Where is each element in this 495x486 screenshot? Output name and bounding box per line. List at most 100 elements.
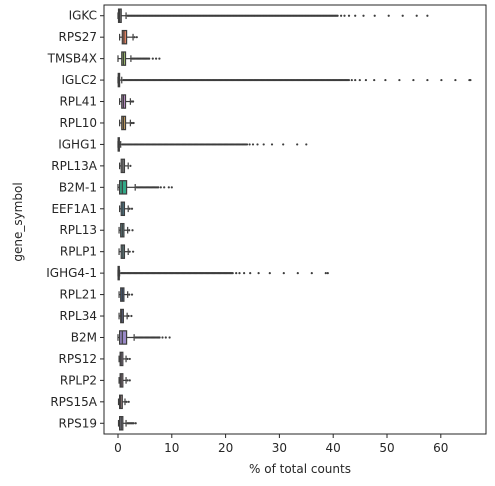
box-group bbox=[119, 201, 134, 217]
box-group bbox=[118, 287, 134, 302]
outlier-point bbox=[347, 14, 351, 17]
box-group bbox=[117, 51, 161, 66]
y-tick-label: RPL10 bbox=[59, 116, 97, 130]
outlier-point bbox=[249, 272, 252, 275]
outlier-points bbox=[133, 36, 138, 39]
outlier-point bbox=[296, 272, 299, 275]
outlier-point bbox=[126, 379, 129, 382]
outlier-point bbox=[151, 57, 154, 60]
outlier-point bbox=[426, 78, 429, 82]
outlier-points bbox=[134, 336, 171, 339]
box-group bbox=[118, 222, 134, 238]
outlier-point bbox=[128, 379, 131, 382]
outlier-point bbox=[148, 57, 151, 60]
outlier-point bbox=[373, 14, 376, 17]
box-group bbox=[118, 308, 133, 324]
outlier-point bbox=[128, 250, 131, 253]
outlier-point bbox=[159, 186, 162, 189]
box-group bbox=[117, 265, 329, 281]
box-group bbox=[119, 115, 135, 131]
outlier-points bbox=[121, 143, 308, 146]
x-tick-label: 0 bbox=[114, 441, 122, 455]
outlier-points bbox=[126, 379, 131, 382]
outlier-point bbox=[454, 78, 457, 82]
y-tick-label: RPS27 bbox=[59, 30, 97, 44]
outlier-point bbox=[130, 207, 134, 210]
y-tick-label: IGHG4-1 bbox=[46, 266, 97, 280]
y-tick-label: IGHG1 bbox=[58, 137, 97, 151]
outlier-point bbox=[130, 314, 133, 318]
outlier-point bbox=[132, 422, 135, 425]
outlier-point bbox=[282, 272, 285, 275]
box-group bbox=[118, 351, 131, 367]
outlier-point bbox=[170, 186, 173, 189]
y-axis-ticks: IGKC RPS27 TMSB4X IGLC2 RPL41 RPL10 IGHG1 RPL13… bbox=[46, 9, 104, 430]
y-tick-label: RPL21 bbox=[59, 288, 97, 302]
boxplot-marks bbox=[117, 8, 472, 431]
outlier-point bbox=[238, 272, 241, 275]
outlier-point bbox=[163, 186, 166, 189]
outlier-points bbox=[129, 164, 132, 167]
y-tick-label: IGLC2 bbox=[61, 73, 97, 87]
outlier-point bbox=[129, 164, 132, 167]
outlier-point bbox=[412, 78, 415, 82]
outlier-point bbox=[324, 272, 327, 275]
outlier-point bbox=[398, 78, 401, 82]
x-tick-label: 60 bbox=[433, 441, 448, 455]
outlier-point bbox=[161, 336, 164, 339]
outlier-point bbox=[126, 357, 129, 361]
outlier-point bbox=[128, 293, 131, 296]
outlier-point bbox=[155, 57, 158, 60]
outlier-point bbox=[235, 272, 238, 275]
outlier-point bbox=[127, 400, 130, 403]
y-tick-label: RPL13 bbox=[59, 223, 97, 237]
y-tick-label: B2M bbox=[71, 330, 97, 344]
outlier-point bbox=[168, 336, 171, 339]
box-group bbox=[119, 29, 138, 45]
box-iqr bbox=[119, 330, 128, 345]
y-tick-label: RPL13A bbox=[51, 159, 98, 173]
outlier-point bbox=[132, 121, 135, 125]
outlier-points bbox=[126, 422, 137, 425]
plot-frame bbox=[103, 4, 487, 435]
outlier-points bbox=[128, 250, 135, 253]
outlier-point bbox=[296, 143, 299, 146]
outlier-point bbox=[157, 186, 160, 189]
outlier-point bbox=[262, 143, 265, 146]
outlier-point bbox=[350, 78, 353, 82]
outlier-point bbox=[231, 272, 234, 275]
outlier-point bbox=[426, 14, 429, 17]
y-tick-label: RPL41 bbox=[59, 95, 97, 109]
outlier-points bbox=[131, 57, 161, 60]
outlier-point bbox=[243, 272, 246, 275]
x-axis-label: % of total counts bbox=[249, 462, 351, 476]
outlier-point bbox=[282, 143, 285, 146]
outlier-points bbox=[127, 314, 133, 318]
outlier-point bbox=[440, 78, 443, 82]
outlier-point bbox=[387, 14, 390, 17]
outlier-point bbox=[132, 100, 135, 103]
outlier-point bbox=[373, 78, 376, 82]
y-tick-label: TMSB4X bbox=[47, 52, 97, 66]
outlier-point bbox=[245, 143, 249, 146]
box-group bbox=[117, 72, 472, 88]
box-group bbox=[119, 158, 132, 174]
box-group bbox=[118, 244, 135, 259]
box-group bbox=[117, 394, 130, 410]
outlier-points bbox=[128, 293, 134, 296]
outlier-point bbox=[268, 272, 271, 275]
outlier-point bbox=[158, 57, 161, 60]
plot-area bbox=[103, 4, 487, 435]
outlier-point bbox=[270, 143, 274, 146]
x-tick-label: 50 bbox=[379, 441, 394, 455]
outlier-point bbox=[130, 121, 133, 125]
outlier-point bbox=[469, 78, 472, 82]
y-tick-label: RPS19 bbox=[59, 416, 97, 430]
outlier-point bbox=[135, 36, 138, 39]
outlier-points bbox=[135, 186, 173, 189]
outlier-point bbox=[158, 336, 161, 339]
outlier-point bbox=[133, 36, 136, 39]
outlier-point bbox=[128, 357, 131, 361]
outlier-point bbox=[128, 229, 131, 232]
